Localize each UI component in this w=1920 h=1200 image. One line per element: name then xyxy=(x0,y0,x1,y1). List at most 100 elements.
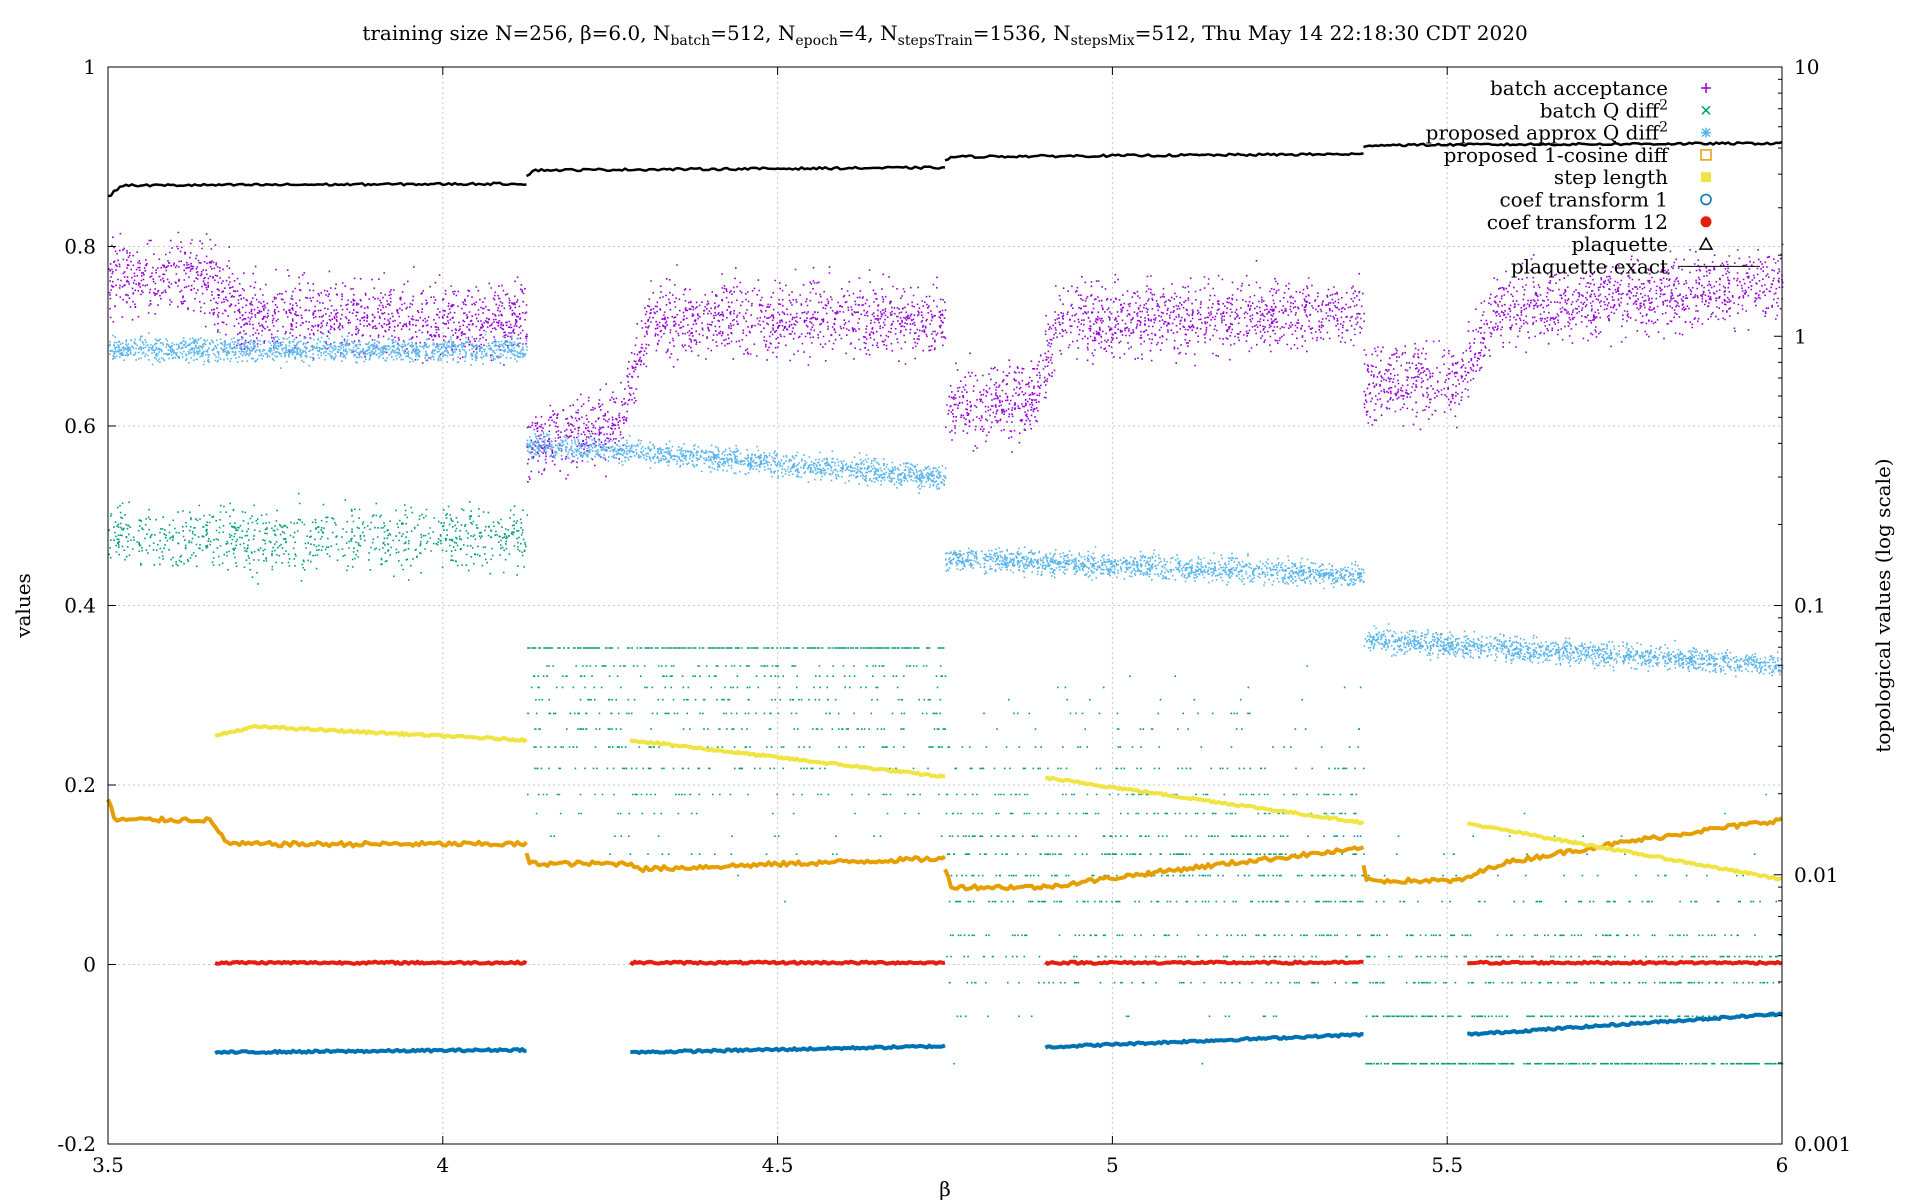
x-tick-label: 5.5 xyxy=(1431,1153,1463,1177)
legend-label: batch Q diff2 xyxy=(1540,97,1668,122)
legend-label: coef transform 1 xyxy=(1499,188,1668,212)
series-points xyxy=(108,330,528,369)
legend-label-text: proposed approx Q diff xyxy=(1426,121,1661,145)
legend-label-superscript: 2 xyxy=(1659,120,1668,136)
series-line xyxy=(1467,821,1782,882)
legend-marker-filled-square xyxy=(1701,172,1711,183)
series-line xyxy=(629,738,946,779)
legend-label: step length xyxy=(1554,165,1668,189)
series-points xyxy=(1365,793,1784,1065)
legend-marker-circle xyxy=(1700,193,1712,206)
series-points xyxy=(108,231,528,366)
y-tick-label: -0.2 xyxy=(57,1132,96,1156)
y2-tick-label: 1 xyxy=(1794,324,1807,348)
legend-marker-square xyxy=(1700,149,1712,161)
series-line xyxy=(1044,775,1365,826)
chart-title: training size N=256, β=6.0, Nbatch=512, … xyxy=(362,21,1527,49)
series-points xyxy=(945,546,1365,590)
legend-item-coef-transform-12: coef transform 12 xyxy=(1487,210,1712,234)
legend-item-batch-q-diff: batch Q diff2 xyxy=(1540,97,1711,122)
y-tick-label: 0 xyxy=(83,953,96,977)
chart-title-text: training size N=256, β=6.0, N xyxy=(362,21,670,45)
y-tick-label: 1 xyxy=(83,55,96,79)
series-step-length xyxy=(214,723,1782,882)
series-points xyxy=(945,665,1365,1065)
series-coef-transform-1 xyxy=(214,1011,1783,1056)
chart-title-subscript: epoch xyxy=(795,33,838,49)
series-line xyxy=(106,798,528,849)
y2-tick-label: 0.01 xyxy=(1794,863,1839,887)
legend-label-text: step length xyxy=(1554,165,1668,189)
series-proposed-approx-q-diff xyxy=(108,330,1784,678)
legend-marker-star xyxy=(1701,127,1711,138)
y-tick-label: 0.6 xyxy=(64,414,96,438)
legend-label-superscript: 2 xyxy=(1659,97,1668,113)
series-coef-transform-12 xyxy=(214,959,1783,966)
legend-item-step-length: step length xyxy=(1554,165,1711,189)
legend-label: batch acceptance xyxy=(1490,76,1668,100)
series-line xyxy=(1363,140,1783,149)
y-tick-label: 0.4 xyxy=(64,594,96,618)
plot-area xyxy=(106,140,1784,1065)
series-batch-acceptance xyxy=(108,231,1784,483)
legend-label-text: batch acceptance xyxy=(1490,76,1668,100)
x-axis-label: β xyxy=(939,1177,951,1200)
series-line xyxy=(944,152,1364,162)
series-line xyxy=(214,1047,527,1056)
series-batch-q-diff xyxy=(108,492,1784,1065)
y-axis-label: values xyxy=(11,573,35,639)
chart-title-subscript: stepsTrain xyxy=(898,33,973,49)
series-points xyxy=(1363,623,1784,678)
legend-marker-filled-circle xyxy=(1700,216,1712,228)
chart-title-text: =4, N xyxy=(838,21,898,45)
series-line xyxy=(943,845,1365,892)
series-plaquette xyxy=(107,140,1783,198)
x-tick-label: 4.5 xyxy=(762,1153,794,1177)
series-line xyxy=(107,181,527,198)
y-tick-label: 0.8 xyxy=(64,235,96,259)
legend-label-text: coef transform 12 xyxy=(1487,210,1668,234)
y2-tick-label: 10 xyxy=(1794,55,1819,79)
legend-item-batch-acceptance: batch acceptance xyxy=(1490,76,1711,100)
legend-item-coef-transform-1: coef transform 1 xyxy=(1499,188,1712,212)
series-line xyxy=(214,723,528,743)
series-points xyxy=(526,428,947,494)
axes: 3.5 4 4.5 5 5.5 6 -0.2 0 0.2 0.4 0.6 0.8 1 0.001 0.01 0… xyxy=(57,55,1851,1177)
series-line xyxy=(1467,959,1783,966)
series-line xyxy=(525,165,945,178)
legend-item-plaquette-exact: plaquette exact xyxy=(1511,254,1760,278)
series-points xyxy=(108,492,529,585)
x-tick-label: 3.5 xyxy=(92,1153,124,1177)
y2-tick-label: 0.1 xyxy=(1794,594,1826,618)
legend-label-text: batch Q diff xyxy=(1540,98,1661,122)
series-line xyxy=(1044,1032,1364,1050)
legend-label: plaquette xyxy=(1571,232,1668,256)
legend-marker-triangle xyxy=(1698,236,1714,250)
legend-label-text: plaquette exact xyxy=(1511,254,1668,278)
series-line xyxy=(524,852,947,874)
series-proposed-1-cosine-diff xyxy=(106,798,1783,892)
legend-item-proposed-approx-q-diff: proposed approx Q diff2 xyxy=(1426,120,1711,145)
legend-item-proposed-1-cosine-diff: proposed 1-cosine diff xyxy=(1444,143,1712,167)
series-line xyxy=(629,959,946,966)
x-tick-label: 6 xyxy=(1776,1153,1789,1177)
legend-label-text: coef transform 1 xyxy=(1499,188,1668,212)
legend-marker-plus xyxy=(1701,83,1711,93)
x-tick-label: 5 xyxy=(1106,1153,1119,1177)
legend-label: proposed approx Q diff2 xyxy=(1426,120,1668,145)
series-line xyxy=(214,959,528,966)
legend-label: plaquette exact xyxy=(1511,254,1668,278)
chart-title-text: =512, Thu May 14 22:18:30 CDT 2020 xyxy=(1135,21,1528,45)
legend-item-plaquette: plaquette xyxy=(1571,232,1714,256)
legend-marker-cross xyxy=(1701,105,1711,115)
series-line xyxy=(1467,1011,1783,1037)
series-points xyxy=(945,260,1365,453)
y2-axis-label: topological values (log scale) xyxy=(1871,458,1895,752)
legend-label: coef transform 12 xyxy=(1487,210,1668,234)
series-line xyxy=(1361,816,1783,885)
chart-title-text: =512, N xyxy=(710,21,795,45)
chart-title-subscript: stepsMix xyxy=(1071,33,1135,49)
series-line xyxy=(1044,959,1364,966)
